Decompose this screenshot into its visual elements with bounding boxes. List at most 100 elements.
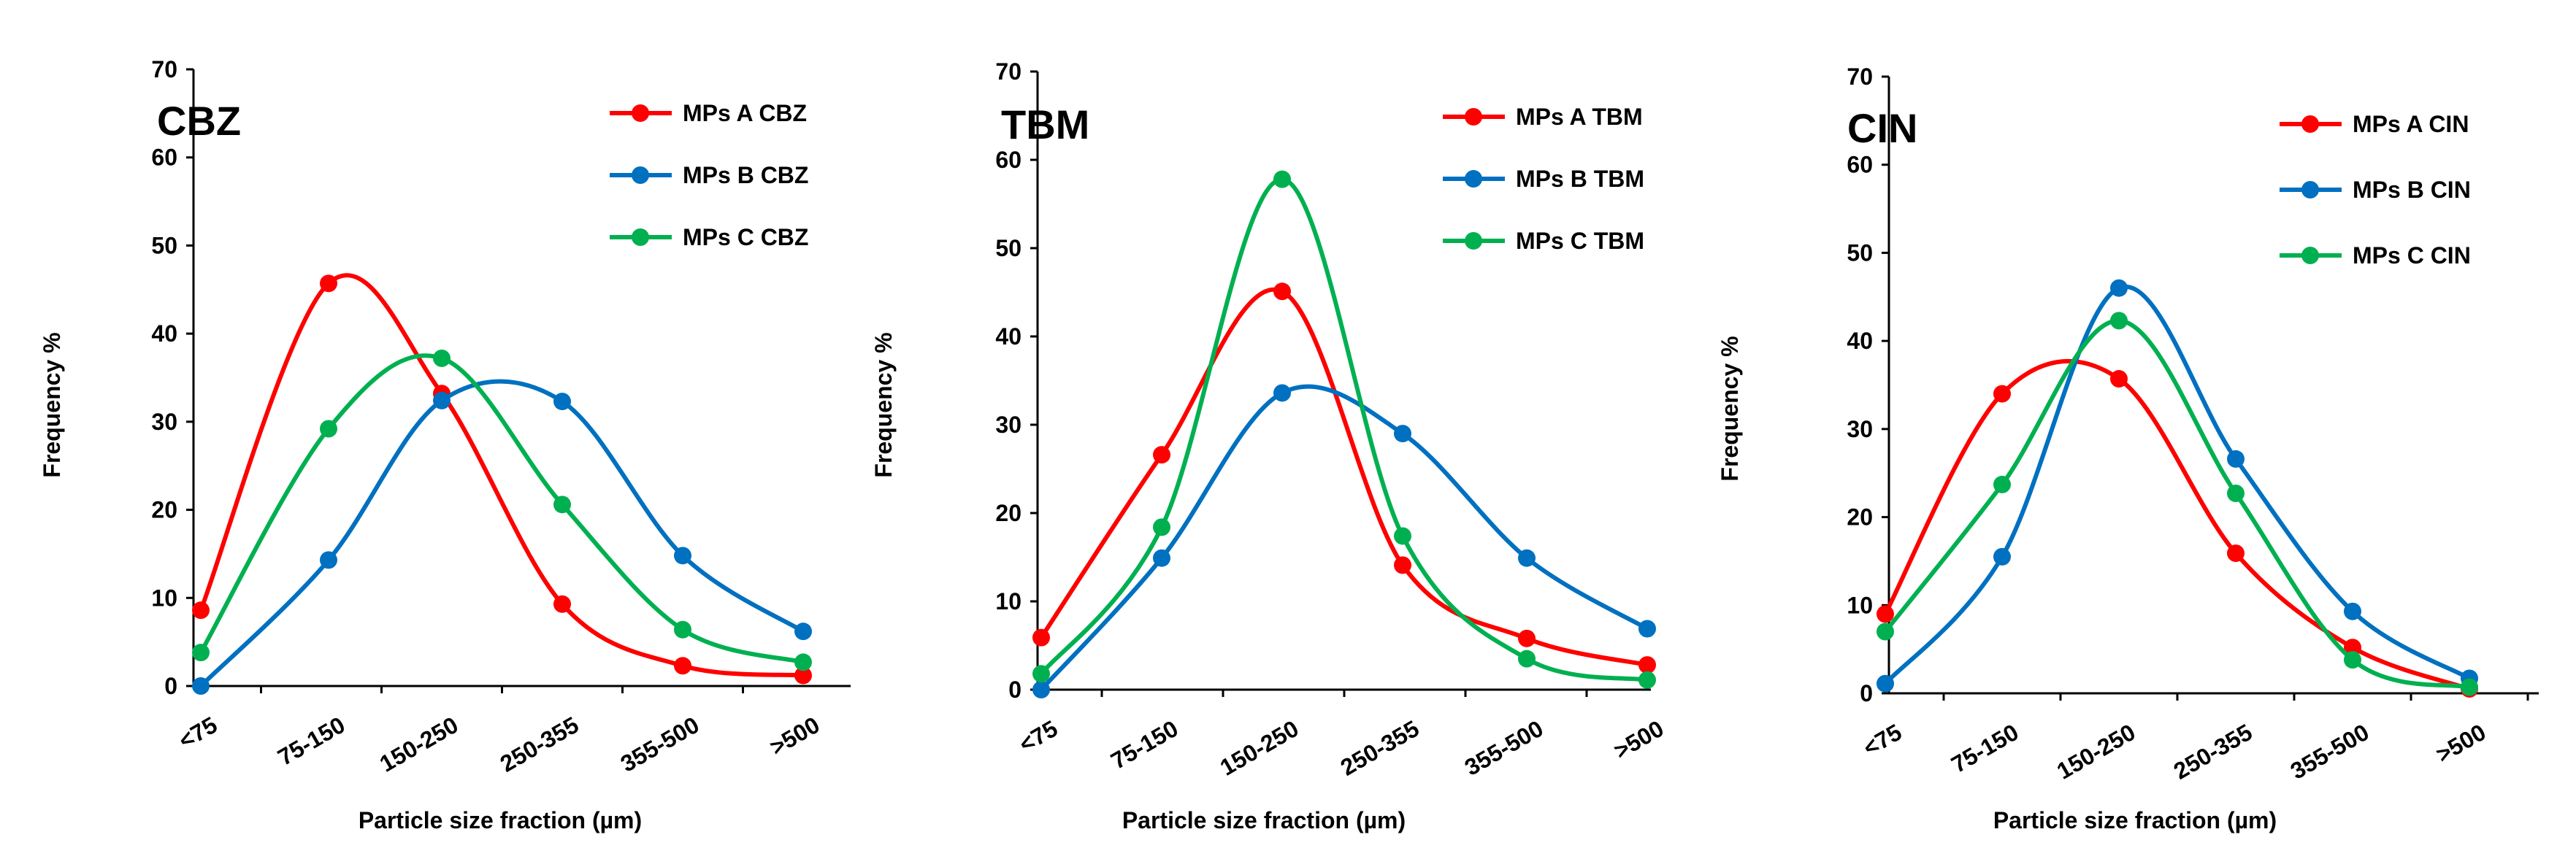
- data-point: [192, 601, 210, 620]
- data-point: [1032, 628, 1050, 647]
- legend-label: MPs C TBM: [1516, 228, 1644, 254]
- data-point: [1638, 656, 1656, 674]
- data-point: [1993, 475, 2011, 493]
- data-point: [794, 653, 812, 671]
- series-line: [199, 353, 804, 665]
- series-line: [1039, 384, 1649, 692]
- data-point: [1153, 549, 1170, 567]
- y-tick-label: 70: [151, 56, 177, 82]
- x-tick-label: 150-250: [1216, 715, 1303, 781]
- data-point: [192, 677, 210, 695]
- data-point: [674, 657, 691, 675]
- data-point: [2227, 544, 2245, 563]
- data-point: [320, 420, 337, 438]
- y-axis-title: Frequency %: [1717, 336, 1743, 481]
- data-point: [794, 666, 812, 685]
- legend-item: MPs C CBZ: [610, 224, 808, 250]
- y-tick-label: 70: [995, 58, 1021, 85]
- data-point: [1273, 384, 1291, 402]
- data-point: [2344, 651, 2361, 669]
- y-tick-label: 20: [1847, 504, 1873, 531]
- legend-label: MPs A CBZ: [683, 100, 807, 126]
- legend-label: MPs B TBM: [1516, 166, 1644, 192]
- series-line: [199, 273, 804, 678]
- y-tick-label: 60: [1847, 152, 1873, 178]
- legend-swatch-marker: [2301, 247, 2319, 264]
- data-point: [1153, 518, 1170, 536]
- data-point: [794, 623, 812, 641]
- x-axis-title: Particle size fraction (µm): [359, 807, 642, 833]
- data-point: [2344, 639, 2361, 657]
- y-axis-title: Frequency %: [39, 332, 65, 477]
- y-tick-label: 0: [1008, 677, 1021, 703]
- x-tick-label: 250-355: [2169, 719, 2257, 785]
- legend-swatch-marker: [1465, 170, 1482, 188]
- x-tick-label: >500: [765, 712, 824, 760]
- x-tick-label: 150-250: [375, 712, 463, 777]
- y-tick-label: 50: [151, 232, 177, 258]
- x-tick-label: <75: [174, 712, 221, 754]
- chart-panel-tbm: 0 10 20 30 40 50 60 70 <75 75-150 150-250 250-355 35…: [859, 0, 1717, 867]
- x-tick-label: 150-250: [2052, 719, 2140, 785]
- data-point: [2110, 279, 2128, 297]
- legend-item: MPs A CBZ: [610, 100, 807, 126]
- y-tick-label: 50: [1847, 239, 1873, 266]
- data-point: [2344, 602, 2361, 620]
- y-tick-label: 20: [151, 497, 177, 523]
- y-tick-label: 10: [995, 588, 1021, 614]
- data-point: [1394, 425, 1411, 443]
- data-point: [320, 551, 337, 569]
- chart-svg-cbz: 0 10 20 30 40 50 60 70 <75 75-150 150-250 250-355 35…: [39, 56, 851, 833]
- legend-swatch-marker: [2301, 115, 2319, 133]
- x-tick-label: 355-500: [1460, 715, 1548, 781]
- data-point: [1638, 620, 1656, 638]
- chart-svg-tbm: 0 10 20 30 40 50 60 70 <75 75-150 150-250 250-355 35…: [870, 58, 1668, 833]
- legend-item: MPs A CIN: [2280, 111, 2469, 137]
- legend-item: MPs C CIN: [2280, 242, 2471, 269]
- data-point: [1032, 681, 1050, 698]
- legend-item: MPs C TBM: [1443, 228, 1644, 254]
- series-mps-b-cin: [1877, 279, 2478, 693]
- y-tick-label: 0: [164, 673, 177, 699]
- data-point: [1032, 665, 1050, 683]
- chart-title: CBZ: [157, 98, 241, 144]
- x-tick-label: 355-500: [616, 712, 704, 777]
- data-point: [1273, 170, 1291, 188]
- legend-item: MPs B CIN: [2280, 177, 2471, 203]
- data-point: [674, 620, 691, 639]
- data-point: [433, 391, 451, 409]
- chart-title: TBM: [1001, 101, 1089, 147]
- legend-label: MPs A TBM: [1516, 104, 1643, 130]
- data-point: [1394, 527, 1411, 545]
- legend-swatch-marker: [632, 166, 649, 184]
- data-point: [1993, 547, 2011, 566]
- y-tick-label: 30: [1847, 416, 1873, 442]
- series-mps-c-cin: [1877, 312, 2478, 696]
- legend-label: MPs C CBZ: [683, 224, 808, 250]
- data-point: [1993, 385, 2011, 403]
- legend-swatch-marker: [1465, 108, 1482, 126]
- series-mps-b-cbz: [192, 379, 812, 695]
- legend-label: MPs A CIN: [2353, 111, 2469, 137]
- x-axis-title: Particle size fraction (µm): [1122, 807, 1406, 833]
- series-mps-a-tbm: [1032, 282, 1656, 674]
- x-tick-label: 250-355: [496, 712, 583, 777]
- data-point: [1877, 674, 1894, 693]
- legend-label: MPs B CBZ: [683, 162, 808, 188]
- series-line: [1883, 284, 2471, 685]
- data-point: [192, 644, 210, 662]
- y-tick-label: 20: [995, 500, 1021, 526]
- legend-label: MPs B CIN: [2353, 177, 2471, 203]
- x-tick-label: <75: [1858, 719, 1906, 761]
- data-point: [2110, 312, 2128, 330]
- legend-item: MPs A TBM: [1443, 104, 1643, 130]
- data-point: [553, 393, 571, 411]
- legend-item: MPs B TBM: [1443, 166, 1644, 192]
- y-tick-label: 70: [1847, 63, 1873, 90]
- data-point: [1518, 549, 1536, 567]
- y-tick-label: 40: [151, 320, 177, 347]
- x-tick-label: >500: [1609, 715, 1668, 764]
- data-point: [1877, 605, 1894, 623]
- data-point: [1273, 282, 1291, 301]
- data-point: [1877, 623, 1894, 641]
